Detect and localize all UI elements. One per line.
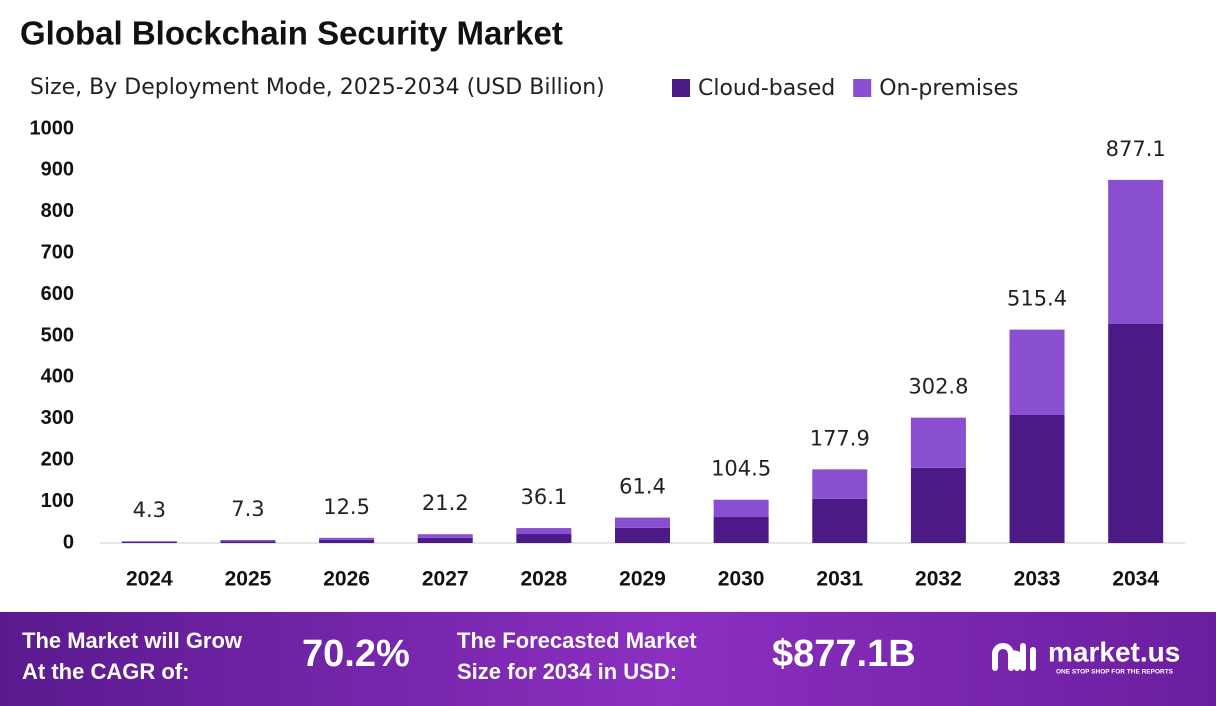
brand: market.us (1048, 636, 1180, 667)
tagline: ONE STOP SHOP FOR THE REPORTS (1056, 669, 1174, 676)
bar-segment (220, 539, 276, 542)
y-tick-label: 600 (41, 283, 74, 305)
bar-segment (910, 417, 966, 468)
bar-segment (1108, 179, 1164, 324)
y-tick-label: 800 (41, 200, 74, 222)
total-label: 61.4 (619, 475, 666, 499)
bar-segment (1009, 329, 1065, 415)
legend-label: On-premises (879, 76, 1018, 101)
bar-segment (121, 541, 177, 543)
bar-segment (121, 541, 177, 542)
total-label: 36.1 (520, 485, 567, 509)
bar-segment (812, 469, 868, 499)
footer-text: The Market will Grow (22, 628, 243, 653)
bar-segment (615, 527, 670, 543)
total-label: 7.3 (231, 497, 264, 521)
footer-text: The Forecasted Market (457, 628, 697, 653)
total-label: 104.5 (711, 457, 771, 481)
logo-icon (992, 643, 1036, 671)
y-tick-label: 200 (41, 448, 74, 470)
footer-value: 70.2% (302, 633, 410, 675)
y-tick-label: 1000 (30, 117, 75, 139)
footer-value: $877.1B (772, 633, 916, 675)
x-tick-label: 2024 (126, 568, 173, 591)
bar-segment (1108, 323, 1164, 543)
bar-segment (516, 528, 572, 535)
total-label: 4.3 (133, 498, 166, 522)
footer-text: Size for 2034 in USD: (457, 659, 677, 684)
x-tick-label: 2028 (521, 568, 568, 591)
legend-swatch (672, 79, 690, 97)
bar-segment (319, 539, 375, 543)
total-label: 177.9 (810, 426, 870, 450)
bar-segment (615, 517, 670, 528)
y-tick-label: 400 (41, 366, 74, 388)
x-tick-label: 2031 (816, 568, 863, 591)
bar-segment (910, 467, 966, 543)
bar-segment (516, 534, 572, 543)
chart-title: Global Blockchain Security Market (20, 15, 563, 52)
bar-segment (812, 498, 868, 543)
bar-segment (417, 537, 473, 543)
total-label: 515.4 (1007, 287, 1067, 311)
bar-segment (1009, 414, 1065, 543)
x-tick-label: 2034 (1112, 568, 1159, 591)
x-tick-label: 2025 (225, 568, 272, 591)
total-label: 12.5 (323, 495, 370, 519)
y-tick-label: 500 (41, 324, 74, 346)
y-tick-label: 700 (41, 241, 74, 263)
x-tick-label: 2032 (915, 568, 962, 591)
bar-segment (417, 534, 473, 538)
bar-segment (319, 537, 375, 540)
bar-segment (713, 499, 769, 518)
y-tick-label: 300 (41, 407, 74, 429)
footer-text: At the CAGR of: (22, 659, 189, 684)
x-tick-label: 2033 (1014, 568, 1061, 591)
x-tick-label: 2030 (718, 568, 765, 591)
bar-segment (220, 541, 276, 543)
x-tick-label: 2027 (422, 568, 469, 591)
legend-swatch (853, 79, 872, 97)
y-tick-label: 900 (41, 159, 74, 181)
total-label: 21.2 (422, 491, 469, 515)
x-tick-label: 2029 (619, 568, 666, 591)
bar-segment (713, 517, 769, 543)
x-tick-label: 2026 (323, 568, 370, 591)
legend-label: Cloud-based (698, 76, 835, 101)
y-tick-label: 0 (63, 531, 74, 553)
total-label: 302.8 (908, 375, 968, 399)
chart-subtitle: Size, By Deployment Mode, 2025-2034 (USD… (30, 75, 605, 100)
total-label: 877.1 (1106, 137, 1166, 161)
y-tick-label: 100 (41, 490, 74, 512)
